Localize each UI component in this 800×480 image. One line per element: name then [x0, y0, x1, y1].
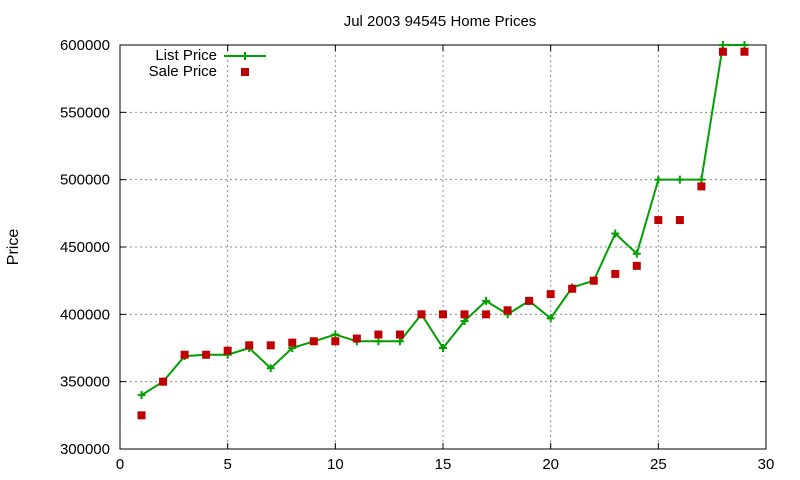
x-tick-label: 10 [327, 456, 344, 473]
sale-price-point [245, 341, 254, 350]
sale-price-point [632, 261, 641, 270]
sale-price-point [740, 47, 749, 56]
list-price-point [740, 41, 749, 49]
sale-price-point [202, 350, 211, 359]
list-price-point [632, 249, 641, 258]
sale-price-series [137, 47, 749, 420]
list-price-point [482, 296, 491, 305]
list-price-point [439, 344, 447, 352]
y-tick-label: 500000 [60, 172, 110, 189]
x-tick-label: 20 [542, 456, 559, 473]
sale-price-point [159, 377, 168, 386]
sale-price-point [675, 216, 684, 225]
legend-list-price-label: List Price [155, 47, 217, 64]
x-tick-label: 15 [435, 456, 452, 473]
sale-price-point [417, 310, 426, 319]
y-tick-label: 600000 [60, 37, 110, 54]
legend-sale-price-marker [241, 68, 249, 76]
sale-price-point [718, 47, 727, 56]
sale-price-point [395, 330, 404, 339]
list-price-point [331, 330, 340, 339]
sale-price-point [568, 284, 577, 293]
sale-price-point [309, 337, 318, 346]
sale-price-point [589, 276, 598, 285]
sale-price-point [503, 306, 512, 315]
list-price-point [546, 314, 555, 323]
list-price-point [266, 364, 275, 373]
x-tick-label: 5 [223, 456, 231, 473]
sale-price-point [266, 341, 275, 350]
grid-lines [120, 45, 766, 449]
sale-price-point [460, 310, 469, 319]
tick-labels: 0 5 10 15 20 25 30 300000 350000 400000 450000 5000… [60, 37, 774, 473]
sale-price-point [352, 334, 361, 343]
y-tick-label: 550000 [60, 104, 110, 121]
list-price-point [460, 317, 469, 326]
y-tick-label: 350000 [60, 374, 110, 391]
list-price-point [697, 175, 706, 184]
list-price-point [374, 337, 383, 346]
sale-price-point [223, 346, 232, 355]
sale-price-point [482, 310, 491, 319]
list-price-point [654, 175, 663, 184]
chart-title: Jul 2003 94545 Home Prices [344, 13, 537, 30]
x-tick-label: 25 [650, 456, 667, 473]
sale-price-point [525, 296, 534, 305]
list-price-point [718, 41, 727, 49]
sale-price-point [654, 216, 663, 225]
sale-price-point [180, 350, 189, 359]
sale-price-point [546, 290, 555, 299]
x-tick-label: 0 [116, 456, 124, 473]
sale-price-point [331, 337, 340, 346]
y-tick-label: 300000 [60, 441, 110, 458]
sale-price-point [697, 182, 706, 191]
plot-frame [119, 44, 767, 450]
sale-price-point [439, 310, 447, 319]
list-price-point [675, 175, 684, 184]
legend: List Price Sale Price [149, 47, 266, 80]
y-axis-label: Price [5, 229, 22, 266]
list-price-point [137, 391, 146, 400]
sale-price-point [137, 411, 146, 420]
sale-price-point [374, 330, 383, 339]
x-tick-label: 30 [758, 456, 775, 473]
y-tick-label: 450000 [60, 239, 110, 256]
sale-price-point [288, 338, 297, 347]
y-tick-label: 400000 [60, 306, 110, 323]
list-price-point [395, 337, 404, 346]
legend-sale-price-label: Sale Price [149, 63, 217, 80]
list-price-point [611, 229, 620, 238]
sale-price-point [611, 269, 620, 278]
